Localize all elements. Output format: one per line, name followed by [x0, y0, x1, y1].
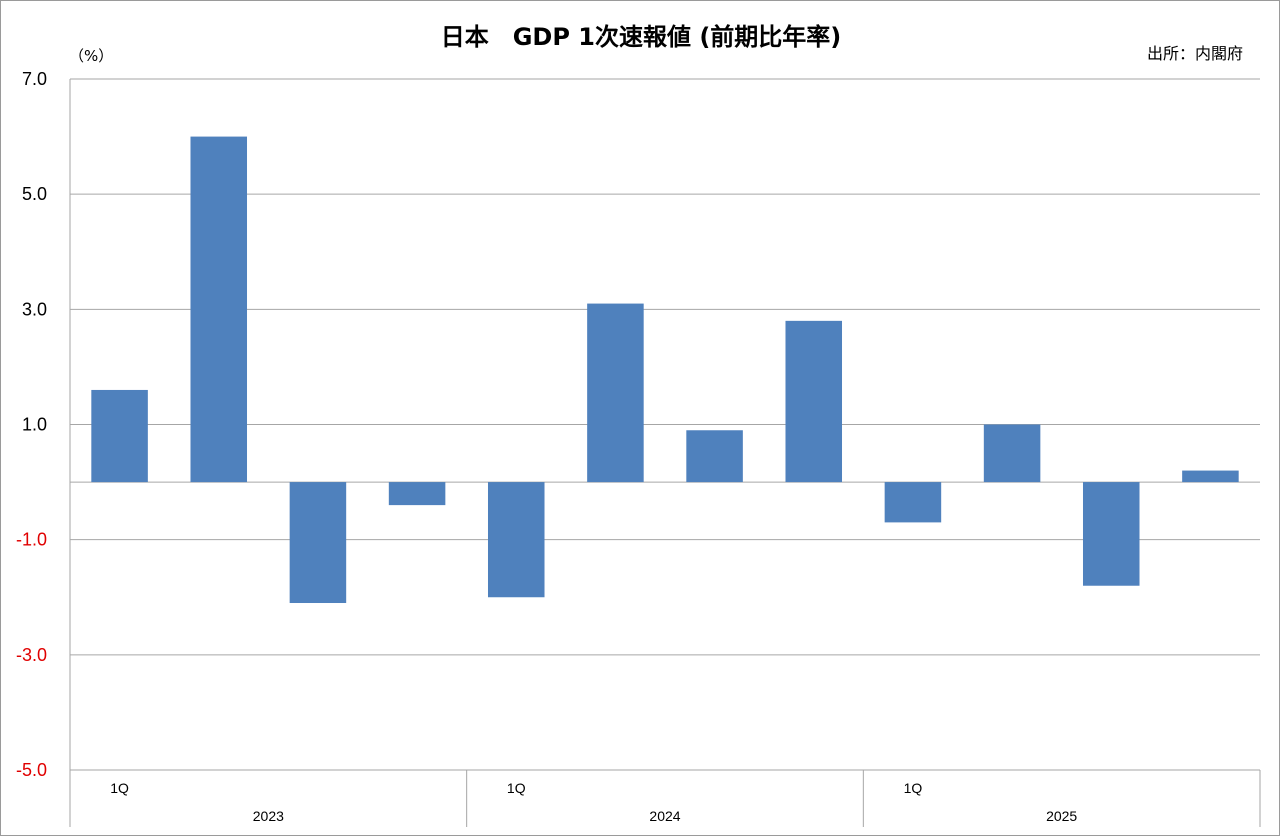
bar	[686, 430, 743, 483]
y-tick-label: -5.0	[16, 760, 47, 780]
chart-title: 日本 GDP 1次速報値 (前期比年率)	[441, 23, 842, 51]
bar-series	[91, 136, 1239, 604]
year-label: 2025	[1046, 808, 1077, 824]
x-axis: 1Q 2023 1Q 2024 1Q 2025	[69, 770, 1261, 827]
y-axis-tick-labels: 7.0 5.0 3.0 1.0 -1.0 -3.0 -5.0	[16, 69, 47, 780]
quarter-label: 1Q	[507, 780, 526, 796]
y-tick-label: 1.0	[22, 415, 47, 435]
bar	[884, 482, 942, 523]
y-tick-label: 5.0	[22, 184, 47, 204]
year-label: 2023	[253, 808, 284, 824]
bar	[983, 424, 1041, 483]
bar	[785, 320, 843, 483]
y-tick-label: -1.0	[16, 530, 47, 550]
gridlines	[69, 78, 1260, 771]
quarter-label: 1Q	[110, 780, 129, 796]
bar	[1082, 482, 1140, 586]
year-label: 2024	[649, 808, 680, 824]
y-tick-label: 7.0	[22, 69, 47, 89]
bar	[1182, 470, 1239, 483]
quarter-label: 1Q	[904, 780, 923, 796]
bar	[289, 482, 347, 604]
y-tick-label: -3.0	[16, 645, 47, 665]
bar	[388, 482, 446, 506]
y-axis-unit-label: （%）	[69, 47, 113, 65]
bar	[487, 482, 545, 598]
source-note: 出所：内閣府	[1147, 44, 1243, 63]
bar	[587, 303, 644, 483]
y-tick-label: 3.0	[22, 299, 47, 319]
bar	[190, 136, 248, 483]
bar	[91, 389, 148, 483]
